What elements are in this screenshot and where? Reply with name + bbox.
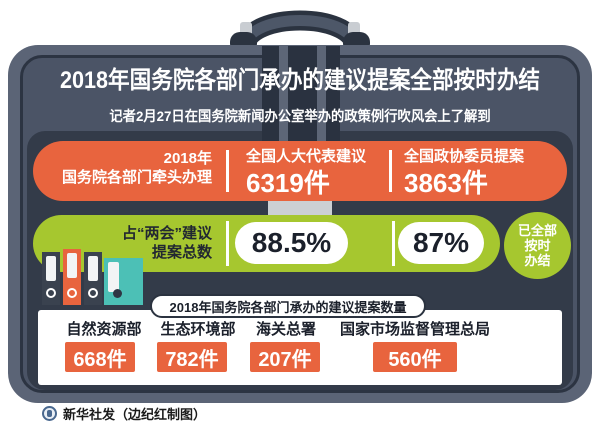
department-count-value: 668件 <box>73 348 127 371</box>
status-badge: 已全部 按时 办结 <box>504 212 571 279</box>
stats-bar-label-line2: 国务院各部门牵头办理 <box>61 169 212 186</box>
ratio-bar-label: 占“两会”建议 提案总数 <box>40 224 212 262</box>
percent-value: 87% <box>412 227 470 258</box>
stats-bar <box>33 141 567 201</box>
department-name: 生态环境部 <box>160 321 236 338</box>
ratio-bar-label-line1: 占“两会”建议 <box>121 225 212 242</box>
percent-pill-npc: 88.5% <box>235 222 348 264</box>
binder-icon <box>63 249 81 305</box>
department-count-value: 560件 <box>388 348 442 371</box>
page-subtitle: 记者2月27日在国务院新闻办公室举办的政策例行吹风会上了解到 <box>109 108 491 124</box>
stat-item-npc: 全国人大代表建议 6319件 <box>246 148 366 198</box>
stats-bar-label: 2018年 国务院各部门牵头办理 <box>40 149 212 187</box>
department-name: 海关总署 <box>255 321 316 338</box>
status-badge-line1: 已全部 <box>517 223 557 238</box>
status-badge-line2: 按时 <box>524 238 551 253</box>
department-count: 668件 <box>65 342 135 372</box>
briefcase-strap-buckle <box>268 200 332 216</box>
department-count: 560件 <box>373 342 457 372</box>
stat-heading: 全国人大代表建议 <box>246 148 367 165</box>
briefcase-strap <box>262 46 340 141</box>
handle-lug-icon <box>343 32 370 47</box>
departments-panel-title: 2018年国务院各部门承办的建议提案数量 <box>150 294 426 318</box>
divider <box>389 150 392 192</box>
department-count-value: 207件 <box>258 348 312 371</box>
department-name: 国家市场监督管理总局 <box>340 321 491 338</box>
percent-pill-cppcc: 87% <box>398 222 484 264</box>
departments-panel-title-text: 2018年国务院各部门承办的建议提案数量 <box>169 299 407 315</box>
divider <box>226 221 229 266</box>
handle-lug-icon <box>230 32 257 47</box>
department-count: 782件 <box>157 342 227 372</box>
stat-value: 6319件 <box>246 168 330 198</box>
department-count-value: 782件 <box>165 348 219 371</box>
percent-value: 88.5% <box>251 227 332 258</box>
divider <box>392 221 395 266</box>
page-title: 2018年国务院各部门承办的建议提案全部按时办结 <box>59 67 541 94</box>
binder-icon <box>42 252 60 305</box>
ratio-bar-label-line2: 提案总数 <box>151 244 212 261</box>
binder-icon <box>84 252 102 305</box>
xinhua-logo-icon <box>42 405 57 421</box>
credit-text: 新华社发（边纪红制图） <box>63 406 207 422</box>
status-badge-line3: 办结 <box>524 253 551 268</box>
department-name: 自然资源部 <box>66 321 142 338</box>
department-count: 207件 <box>250 342 320 372</box>
footer: 新华社发（边纪红制图） <box>42 404 206 422</box>
divider <box>226 150 229 192</box>
stat-heading: 全国政协委员提案 <box>404 148 525 165</box>
binder-icon <box>104 258 143 305</box>
stat-item-cppcc: 全国政协委员提案 3863件 <box>404 148 524 198</box>
stats-bar-label-line1: 2018年 <box>163 150 212 167</box>
stat-value: 3863件 <box>404 168 488 198</box>
